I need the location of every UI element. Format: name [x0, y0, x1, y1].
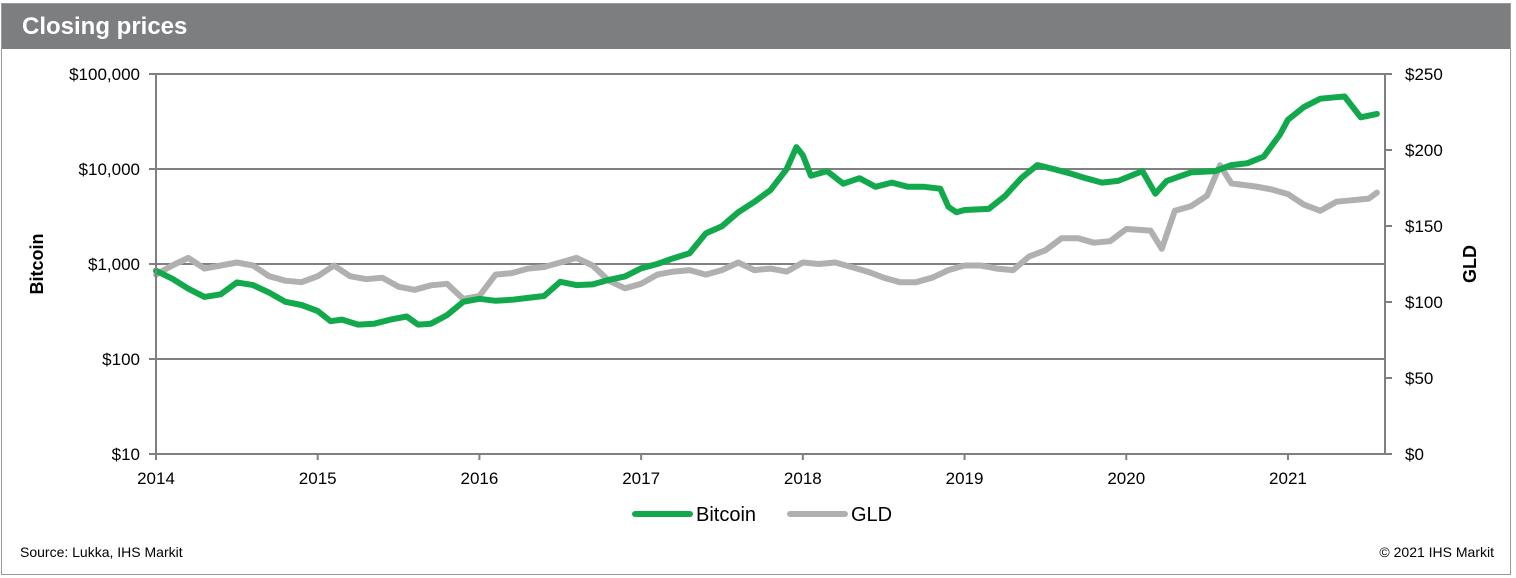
- left-axis-title: Bitcoin: [27, 234, 47, 295]
- legend-label: GLD: [851, 504, 892, 526]
- x-tick-label: 2018: [784, 469, 822, 488]
- right-axis-title: GLD: [1460, 245, 1480, 283]
- x-axis-ticks: 2014 2015 2016 2017 2018 2019 2020 2021: [137, 454, 1307, 488]
- series-layer: [153, 93, 1380, 328]
- x-tick-label: 2015: [299, 469, 337, 488]
- right-tick-label: $0: [1405, 445, 1424, 464]
- x-tick-label: 2019: [946, 469, 984, 488]
- chart-title: Closing prices: [22, 13, 188, 40]
- left-tick-label: $10,000: [79, 160, 140, 179]
- source-note: Source: Lukka, IHS Markit: [20, 544, 183, 560]
- left-tick-label: $10: [112, 445, 140, 464]
- chart-header: Closing prices: [2, 4, 1510, 49]
- left-tick-label: $100,000: [69, 65, 140, 84]
- series-line-gld: [153, 162, 1380, 302]
- x-tick-label: 2021: [1269, 469, 1307, 488]
- left-tick-label: $100: [102, 350, 140, 369]
- right-tick-label: $50: [1405, 369, 1433, 388]
- legend: Bitcoin GLD: [632, 504, 892, 526]
- grid-layer: [156, 168, 1385, 360]
- left-axis-ticks: $10 $100 $1,000 $10,000 $100,000: [69, 65, 156, 464]
- series-line-bitcoin: [153, 93, 1380, 328]
- right-tick-label: $100: [1405, 293, 1443, 312]
- right-tick-label: $200: [1405, 141, 1443, 160]
- x-tick-label: 2017: [622, 469, 660, 488]
- copyright-note: © 2021 IHS Markit: [1379, 544, 1494, 560]
- x-tick-label: 2014: [137, 469, 175, 488]
- left-tick-label: $1,000: [88, 255, 140, 274]
- x-tick-label: 2020: [1107, 469, 1145, 488]
- legend-label: Bitcoin: [696, 504, 756, 526]
- right-axis-ticks: $0 $50 $100 $150 $200 $250: [1385, 65, 1443, 464]
- x-tick-label: 2016: [461, 469, 499, 488]
- right-tick-label: $150: [1405, 217, 1443, 236]
- right-tick-label: $250: [1405, 65, 1443, 84]
- chart-frame: Closing prices Source: Lukka, IHS Markit…: [1, 3, 1511, 575]
